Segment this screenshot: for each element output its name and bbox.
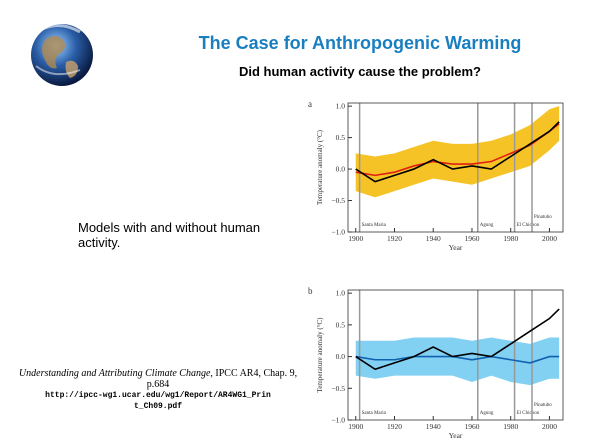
volcano-label: Agung (480, 223, 494, 228)
series-line (355, 123, 560, 177)
plot-frame (347, 102, 564, 233)
volcano-label: Agung (480, 411, 494, 416)
model-spread (355, 106, 560, 198)
volcano-label: Santa Maria (362, 411, 387, 416)
x-tick-label: 2000 (542, 422, 557, 431)
y-axis-label: Temperature anomaly (°C) (316, 129, 324, 205)
y-tick-label: −1.0 (331, 416, 345, 425)
x-tick-label: 1960 (464, 422, 479, 431)
y-tick-label: 1.0 (336, 289, 346, 298)
body-text: Models with and without human activity. (78, 220, 261, 250)
x-axis-label: Year (449, 243, 463, 252)
x-axis-label: Year (449, 431, 463, 440)
y-tick-label: 0.0 (336, 352, 346, 361)
y-tick-label: −0.5 (331, 384, 345, 393)
volcano-label: El Chichon (517, 223, 540, 228)
volcano-label: Pinatubo (534, 403, 552, 408)
citation: Understanding and Attributing Climate Ch… (8, 368, 308, 412)
y-tick-label: −1.0 (331, 228, 345, 237)
x-tick-label: 2000 (542, 234, 557, 243)
chart-panel: Santa Maria Agung El Chichon Pinatubo −1.0 −0… (308, 99, 564, 252)
x-tick-label: 1900 (348, 234, 363, 243)
x-tick-label: 1940 (426, 234, 441, 243)
volcano-label: Santa Maria (362, 223, 387, 228)
series-line (355, 355, 560, 364)
model-spread (355, 337, 560, 386)
chart-panel: Santa Maria Agung El Chichon Pinatubo −1.0 −0… (308, 286, 564, 440)
y-tick-label: 0.5 (336, 320, 346, 329)
citation-source: , IPCC AR4, Chap. 9, p.684 (146, 368, 298, 390)
citation-title: Understanding and Attributing Climate Ch… (18, 368, 211, 379)
x-tick-label: 1920 (387, 422, 402, 431)
series-line (355, 308, 560, 371)
volcano-label: El Chichon (517, 411, 540, 416)
x-tick-label: 1920 (387, 234, 402, 243)
x-tick-label: 1960 (464, 234, 479, 243)
y-axis-label: Temperature anomaly (°C) (316, 317, 324, 393)
earth-icon (31, 24, 93, 86)
y-tick-label: 0.0 (336, 165, 346, 174)
slide-subtitle: Did human activity cause the problem? (239, 64, 481, 79)
y-tick-label: 0.5 (336, 133, 346, 142)
x-tick-label: 1900 (348, 422, 363, 431)
x-tick-label: 1980 (503, 422, 518, 431)
series-line (355, 121, 560, 183)
citation-url: http://ipcc-wg1.ucar.edu/wg1/Report/AR4W… (45, 391, 271, 411)
y-tick-label: −0.5 (331, 196, 345, 205)
y-tick-label: 1.0 (336, 102, 346, 111)
x-tick-label: 1980 (503, 234, 518, 243)
panel-label: a (308, 99, 312, 109)
panel-label: b (308, 286, 313, 296)
x-tick-label: 1940 (426, 422, 441, 431)
slide-title: The Case for Anthropogenic Warming (198, 33, 522, 53)
volcano-label: Pinatubo (534, 215, 552, 220)
plot-frame (347, 289, 564, 421)
